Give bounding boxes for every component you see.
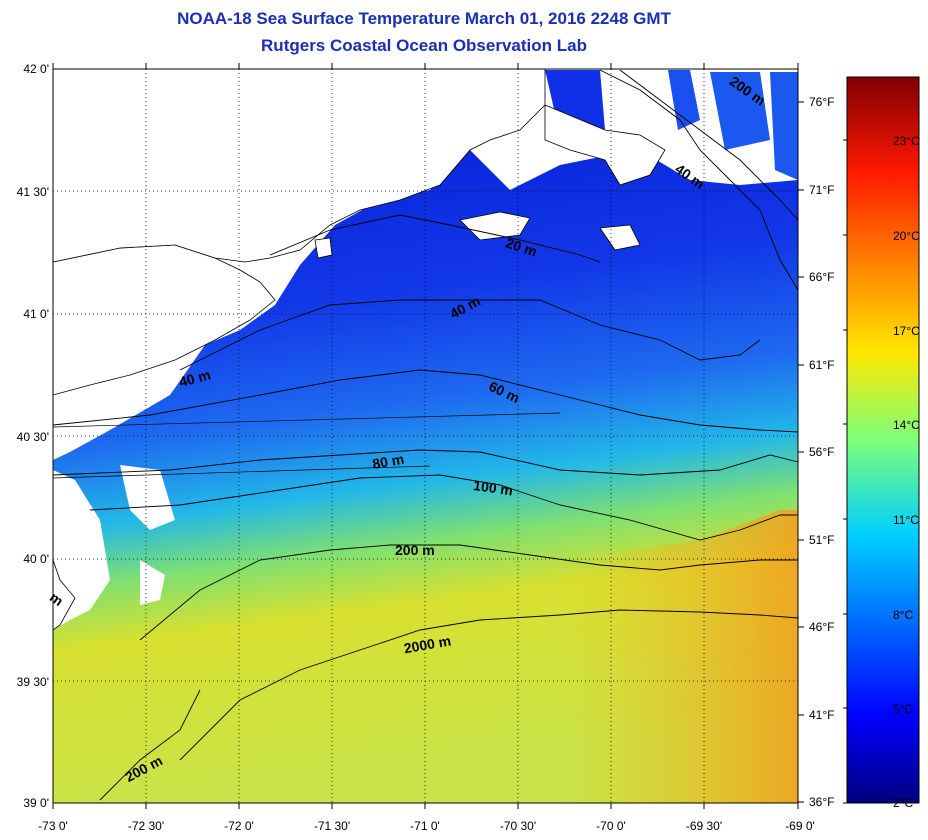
lon-tick-label: -69 30' <box>686 819 722 833</box>
sst-cold-patch <box>710 72 770 150</box>
fahrenheit-tick-label: 46°F <box>809 620 834 634</box>
contour-shelf-east <box>599 69 799 291</box>
lon-tick-label: -70 30' <box>500 819 536 833</box>
colorbar <box>846 76 920 804</box>
fahrenheit-tick-label: 36°F <box>809 795 834 809</box>
depth-label-80m: 80 m <box>371 451 405 472</box>
graticule <box>53 69 798 803</box>
chart-subtitle: Rutgers Coastal Ocean Observation Lab <box>261 36 587 55</box>
fahrenheit-tick-label: 66°F <box>809 270 834 284</box>
depth-contours <box>52 69 799 801</box>
celsius-tick-label: 17°C <box>893 324 920 338</box>
depth-label-200m: 200 m <box>395 542 435 558</box>
land-martha-vineyard <box>459 211 531 241</box>
land-cape-cod <box>544 104 666 186</box>
contour-40m <box>179 299 761 371</box>
meridian-lines <box>52 412 561 479</box>
colorbar-ticks <box>843 139 847 804</box>
celsius-tick-label: 2°C <box>893 796 913 810</box>
contour-80m <box>52 449 799 476</box>
contour-2000m <box>179 609 799 761</box>
depth-label-40m-west: 40 m <box>177 366 212 390</box>
sst-warm-east <box>560 510 798 803</box>
celsius-tick-label: 14°C <box>893 418 920 432</box>
lon-tick-label: -69 0' <box>785 819 815 833</box>
lon-tick-label: -71 30' <box>314 819 350 833</box>
lat-tick-label: 40 30' <box>17 430 49 444</box>
contour-200m-south <box>99 689 201 801</box>
sst-cold-patch <box>668 70 700 130</box>
celsius-tick-label: 23°C <box>893 134 920 148</box>
contour-100m <box>89 474 798 541</box>
depth-label-100m: 100 m <box>472 477 514 498</box>
lat-tick-label: 41 0' <box>23 307 49 321</box>
lat-tick-label: 40 0' <box>23 552 49 566</box>
fahrenheit-tick-label: 41°F <box>809 708 834 722</box>
fahrenheit-tick-label: 56°F <box>809 445 834 459</box>
chart-title: NOAA-18 Sea Surface Temperature March 01… <box>177 9 671 28</box>
fahrenheit-tick-label: 51°F <box>809 533 834 547</box>
sst-cold-patch <box>770 72 798 180</box>
land-nantucket <box>599 224 641 251</box>
contour-200m <box>139 544 798 641</box>
fahrenheit-tick-label: 71°F <box>809 183 834 197</box>
celsius-tick-label: 5°C <box>893 702 913 716</box>
lon-tick-label: -73 0' <box>38 819 68 833</box>
fahrenheit-tick-label: 61°F <box>809 358 834 372</box>
lon-tick-label: -72 0' <box>224 819 254 833</box>
contour-shelf-east-2 <box>619 69 799 221</box>
contour-20m <box>269 214 601 263</box>
contour-60m <box>52 369 799 433</box>
lat-tick-label: 42 0' <box>23 62 49 76</box>
celsius-tick-label: 20°C <box>893 229 920 243</box>
frame-ticks <box>52 63 804 809</box>
fahrenheit-tick-label: 76°F <box>809 95 834 109</box>
celsius-tick-label: 8°C <box>893 608 913 622</box>
land-block-island <box>314 237 333 259</box>
lat-tick-label: 39 0' <box>23 796 49 810</box>
cloud-gap <box>120 465 175 530</box>
lat-tick-label: 39 30' <box>17 675 49 689</box>
land-new-england <box>52 68 546 263</box>
lon-tick-label: -72 30' <box>128 819 164 833</box>
lon-tick-label: -70 0' <box>596 819 626 833</box>
lat-tick-label: 41 30' <box>17 185 49 199</box>
celsius-tick-label: 11°C <box>893 513 919 527</box>
lon-tick-label: -71 0' <box>410 819 440 833</box>
